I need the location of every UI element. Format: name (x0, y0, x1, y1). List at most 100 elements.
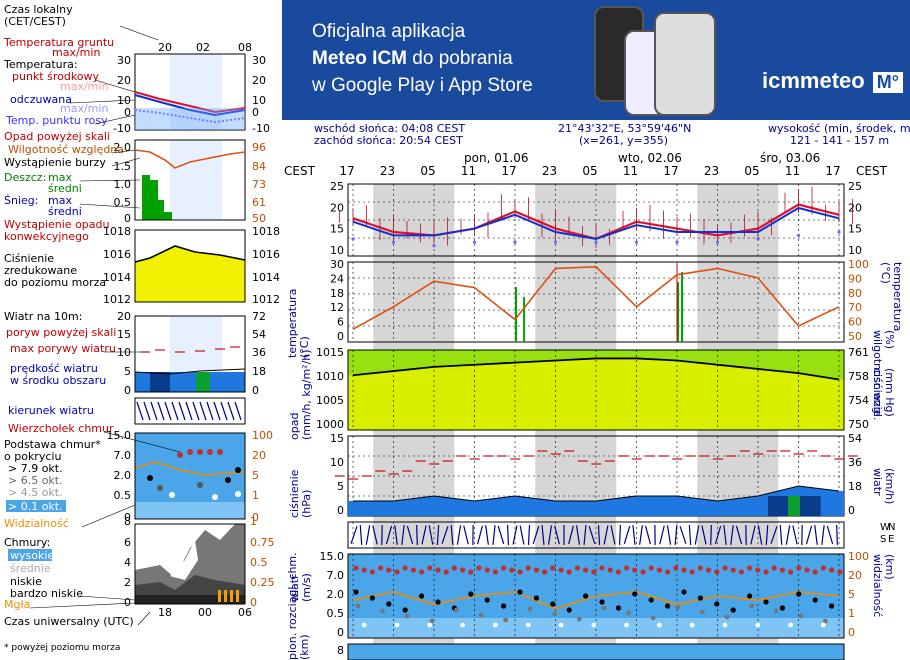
legend-cl-rtick: 0.25 (250, 576, 275, 589)
legend-cb-rtick: 1 (252, 489, 259, 502)
dewpoint-point (634, 240, 639, 244)
wind-arrow (532, 525, 540, 545)
legend-fog: Mgła (4, 598, 30, 611)
cloud-top-dot (755, 567, 761, 573)
legend-temp-rtick: 10 (252, 94, 266, 107)
cloudbase-dot (747, 593, 753, 599)
dewpoint-point (391, 240, 396, 244)
cloud-top-dot (599, 565, 605, 571)
hour-tick-label: 23 (380, 164, 395, 178)
cloudbase-dot (369, 595, 375, 601)
legend-wind-arrow (213, 401, 221, 421)
wind-arrow (688, 525, 692, 545)
legend-cloudbase-panel (134, 432, 246, 520)
dewpoint-point (594, 240, 598, 244)
wind-arrow (441, 526, 449, 544)
cloud-top-dot (566, 569, 572, 575)
cloudbase-dot (722, 622, 728, 628)
hour-tick-label: 11 (461, 164, 476, 178)
cloudbase-dot (527, 606, 533, 612)
sunset-text: zachód słońca: 20:54 CEST (314, 134, 463, 147)
cloudbase-dot (591, 622, 597, 628)
legend-midpoint: punkt środkowy (12, 70, 100, 83)
wind-arrow (750, 525, 756, 545)
legend-press-rtick: 1012 (252, 293, 280, 306)
legend-press-tick: 1018 (103, 225, 131, 238)
axis-tick-label: 2.0 (327, 588, 345, 601)
hour-tick-label: 05 (420, 164, 435, 178)
hour-tick-label: 23 (704, 164, 719, 178)
legend-wind-rtick: 54 (252, 328, 266, 341)
cloud-top-dot (615, 569, 621, 575)
wind-arrow (710, 524, 712, 546)
hour-tick-label: 05 (582, 164, 597, 178)
legend-time-local-1: Czas lokalny (CET/CEST) (4, 3, 73, 28)
legend-wind-arrow (206, 401, 214, 421)
precip-bar (681, 272, 684, 342)
legend-pressure-panel (134, 229, 246, 303)
axis-tick-label: 10 (330, 456, 344, 469)
cloudbase-dot (788, 622, 793, 628)
tz-right: CEST (856, 164, 888, 178)
legend-precip-panel (134, 139, 246, 221)
wind-arrow (701, 525, 707, 545)
legend-snow-max: max (48, 194, 72, 207)
dewpoint-point (796, 233, 801, 238)
axis-tick-label: 15 (848, 223, 862, 236)
axis-tick-label: 5 (337, 480, 344, 493)
legend-precip-tick: 2.0 (114, 141, 132, 154)
legend-wind-arrow (234, 401, 242, 421)
wind-arrow (568, 525, 574, 545)
wind-line (353, 485, 840, 502)
axis-tick-label: 5 (848, 588, 855, 601)
clouds-tick-label: 8 (337, 644, 344, 657)
legend-precip-tick: 0 (124, 212, 131, 225)
cloudbase-dot (583, 593, 589, 599)
legend-clouds-panel (134, 523, 246, 605)
hour-tick-label: 05 (744, 164, 759, 178)
cloud-top-dot (361, 567, 367, 573)
wind-arrow (735, 525, 743, 545)
cloud-top-dot (525, 565, 531, 571)
cloudbase-dot (681, 589, 687, 595)
cloudbase-dot (558, 622, 564, 628)
wind-arrow (603, 525, 609, 545)
legend-wind-arrow (178, 401, 186, 421)
legend-wind-arrow (199, 401, 207, 421)
pressure-area (348, 358, 844, 430)
axis-tick-label: 15.0 (320, 550, 345, 563)
cloud-top-dot (804, 567, 810, 573)
cloud-top-dot (451, 565, 457, 571)
legend-cloud-top: Wierzchołek chmur (8, 422, 114, 435)
cloudbase-dot (460, 622, 465, 628)
legend-mid: średnie (10, 562, 51, 575)
axis-tick-label: 761 (848, 346, 869, 359)
wind-arrow (359, 525, 363, 545)
coords-text: 21°43'32"E, 53°59'46"N (558, 122, 692, 135)
legend-cb-rtick: 5 (252, 469, 259, 482)
cloudbase-dot (394, 622, 400, 628)
wind-right-title: (km/h)wiatr (871, 468, 896, 504)
wind-arrow (770, 526, 778, 544)
legend-maxmin3: max/min (60, 102, 108, 115)
legend-footnote: * powyżej poziomu morza (4, 643, 120, 653)
cloudbase-dot (478, 612, 484, 618)
axis-tick-label: 0 (848, 504, 855, 517)
legend-cb-rtick: 0 (252, 511, 259, 524)
axis-tick-label: 0 (337, 330, 344, 343)
legend-okt01: > 0.1 okt. (8, 500, 63, 513)
cloud-top-dot (738, 569, 744, 575)
legend-cl-rtick: 0.5 (250, 556, 268, 569)
app-promo-banner[interactable]: Oficjalna aplikacja Meteo ICM do pobrani… (282, 0, 910, 120)
cloud-top-dot (394, 569, 400, 575)
wind-arrow (679, 526, 687, 544)
cloudbase-dot (525, 622, 531, 628)
hour-tick-label: 17 (339, 164, 354, 178)
dewpoint-point (553, 240, 558, 244)
legend-precip-tick: 1.0 (114, 178, 132, 191)
hour-tick-label: 17 (663, 164, 678, 178)
compass-label: S (880, 534, 886, 545)
wind-arrow (610, 525, 616, 545)
visibility-line (352, 590, 840, 610)
cloud-top-dot (788, 569, 794, 575)
